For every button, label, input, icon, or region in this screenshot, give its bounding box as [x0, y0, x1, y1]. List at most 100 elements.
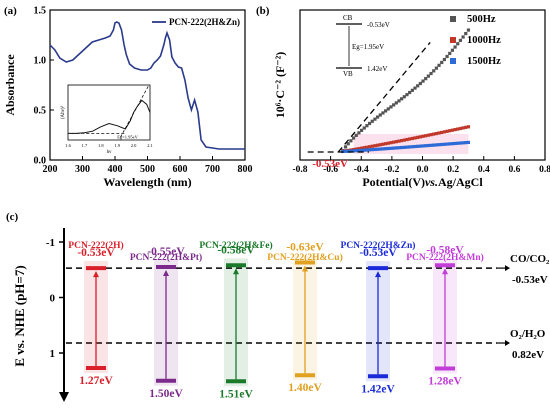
- data-point: [343, 149, 348, 153]
- data-point: [394, 146, 398, 150]
- inset-x-tick-label: 1.9: [114, 143, 120, 148]
- data-point: [418, 81, 422, 86]
- cb-value: -0.58eV: [426, 244, 464, 256]
- vb-value: 1.50eV: [149, 388, 183, 400]
- data-point: [408, 137, 412, 141]
- data-point: [354, 149, 358, 153]
- data-point: [424, 77, 428, 81]
- data-point: [376, 143, 380, 147]
- data-point: [461, 35, 465, 39]
- data-point: [359, 146, 364, 150]
- data-point: [384, 147, 388, 151]
- data-point: [362, 146, 366, 150]
- data-point: [429, 143, 433, 147]
- legend-marker: [450, 16, 456, 22]
- inset-x-label: hν: [107, 150, 113, 155]
- x-tick-label: 0.0: [417, 165, 429, 175]
- data-point: [389, 105, 393, 109]
- data-point: [397, 99, 401, 103]
- data-point: [464, 125, 468, 129]
- panel-a: (a) 200 300 400 500 600 700 800 0.0 0.5 1.0 1.5 Wave…: [3, 5, 253, 189]
- panel-label: (c): [6, 211, 19, 223]
- data-point: [429, 71, 433, 76]
- y-tick-label: 0: [50, 293, 56, 305]
- data-point: [458, 141, 463, 145]
- vb-value: 1.51eV: [219, 388, 253, 400]
- reference-value: -0.53eV: [512, 274, 548, 286]
- cb-label: CB: [343, 14, 353, 22]
- data-point: [448, 129, 452, 133]
- x-tick-label: 0.4: [478, 165, 490, 175]
- data-point: [397, 146, 401, 150]
- data-point: [357, 148, 361, 153]
- legend-marker: [450, 58, 456, 64]
- y-tick-label: 0.0: [34, 156, 47, 167]
- axis-arrowhead: [59, 392, 69, 402]
- vb-label: VB: [343, 70, 353, 78]
- data-point: [367, 145, 372, 149]
- data-point: [386, 107, 390, 111]
- data-point: [448, 51, 452, 56]
- data-point: [461, 141, 465, 145]
- data-point: [359, 148, 364, 152]
- legend-marker: [450, 37, 456, 43]
- inset-x-tick-label: 2.0: [131, 143, 137, 148]
- panel-c: (c) -1 0 1 E vs. NHE (pH=7) CO/CO₂ -0.53eV O₂/H…: [6, 211, 550, 402]
- data-point: [373, 144, 377, 148]
- data-point: [434, 66, 438, 70]
- data-point: [442, 130, 446, 134]
- y-axis-label: Absorbance: [3, 54, 17, 116]
- data-point: [381, 147, 385, 151]
- data-point: [378, 147, 382, 151]
- data-point: [410, 145, 414, 149]
- material-name: PCN-222(2H&Pt): [130, 252, 202, 263]
- data-point: [408, 145, 412, 149]
- data-point: [448, 142, 452, 146]
- data-point: [351, 136, 356, 140]
- material-name: PCN-222(2H&Zn): [341, 240, 416, 251]
- data-point: [359, 128, 364, 132]
- data-point: [354, 133, 358, 137]
- cb-value: -0.53eV: [359, 247, 397, 259]
- x-tick-label: -0.4: [354, 165, 369, 175]
- data-point: [410, 136, 414, 141]
- panel-b: (b) -0.8 -0.6 -0.4 -0.2 0.0 0.2 0.4 0.6 0.8 Potent…: [256, 5, 550, 189]
- data-point: [434, 143, 438, 147]
- data-point: [464, 141, 468, 145]
- data-point: [424, 134, 428, 138]
- data-point: [370, 144, 374, 148]
- data-point: [453, 141, 457, 146]
- data-point: [405, 93, 409, 97]
- y-axis-label: E vs. NHE (pH=7): [12, 265, 27, 366]
- data-point: [426, 74, 430, 78]
- data-point: [400, 97, 404, 101]
- x-tick-label: 700: [205, 164, 220, 175]
- data-point: [456, 42, 460, 46]
- panel-label: (b): [256, 5, 270, 17]
- data-point: [416, 135, 420, 139]
- data-point: [437, 131, 441, 135]
- vb-value: 1.42eV: [367, 65, 387, 73]
- x-tick-label: 0.6: [508, 165, 520, 175]
- data-point: [437, 143, 441, 147]
- data-point: [365, 145, 369, 149]
- x-tick-label: -0.8: [292, 165, 307, 175]
- data-point: [402, 145, 406, 149]
- data-point: [466, 28, 471, 32]
- data-point: [432, 143, 436, 147]
- data-point: [458, 38, 463, 43]
- data-point: [421, 134, 425, 138]
- data-point: [402, 95, 406, 99]
- legend-label: PCN-222(2H&Zn): [169, 17, 240, 27]
- inset-frame: [67, 84, 151, 141]
- reference-value: 0.82eV: [512, 349, 544, 361]
- data-point: [456, 127, 460, 131]
- y-axis-label: 10⁶·C⁻² (F⁻²): [273, 52, 287, 118]
- data-point: [453, 128, 457, 132]
- data-point: [424, 144, 428, 148]
- data-point: [381, 142, 385, 146]
- data-point: [466, 140, 471, 145]
- data-point: [376, 115, 380, 119]
- x-axis-label: Wavelength (nm): [103, 175, 191, 189]
- band-gap-arrowhead: [93, 271, 99, 278]
